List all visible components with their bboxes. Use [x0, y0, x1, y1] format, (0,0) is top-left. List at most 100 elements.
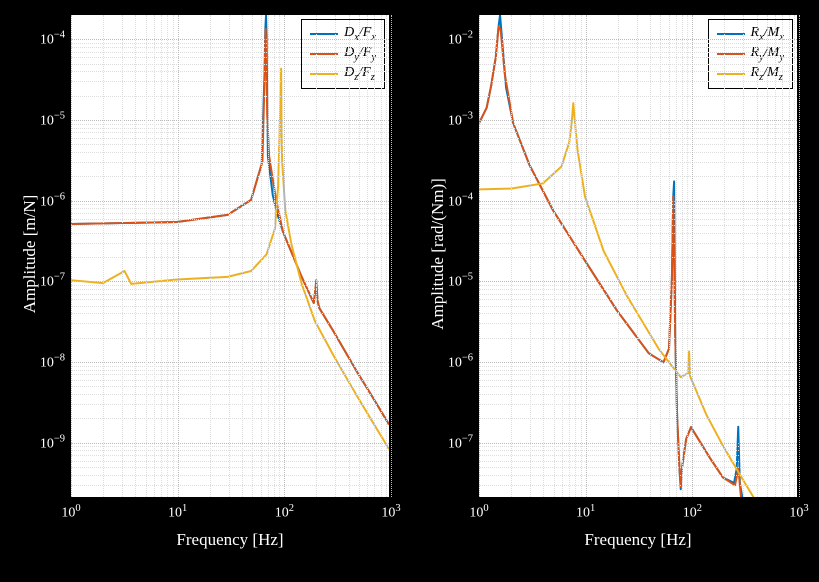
grid-line-h-minor — [479, 485, 797, 486]
grid-line-h-minor — [479, 128, 797, 129]
grid-line-v-minor — [229, 15, 230, 497]
grid-line-h-minor — [71, 299, 389, 300]
grid-line-h-minor — [479, 204, 797, 205]
grid-line-v-minor — [268, 15, 269, 497]
ytick-label: 10−5 — [448, 272, 479, 291]
grid-line-h-minor — [479, 306, 797, 307]
grid-line-h-minor — [71, 285, 389, 286]
grid-line-h — [479, 39, 797, 40]
grid-line-h-minor — [71, 233, 389, 234]
grid-line-h-minor — [479, 455, 797, 456]
grid-line-h-minor — [479, 243, 797, 244]
grid-line-v-minor — [173, 15, 174, 497]
left-xlabel: Frequency [Hz] — [176, 530, 283, 550]
grid-line-h-minor — [71, 475, 389, 476]
grid-line-h-minor — [71, 257, 389, 258]
grid-line-h-minor — [71, 380, 389, 381]
grid-line-v — [586, 15, 587, 497]
ytick-label: 10−6 — [40, 191, 71, 210]
grid-line-v-minor — [316, 15, 317, 497]
grid-line-h-minor — [71, 162, 389, 163]
grid-line-v-minor — [367, 15, 368, 497]
grid-line-h-minor — [479, 213, 797, 214]
grid-line-h — [71, 201, 389, 202]
grid-line-h-minor — [479, 225, 797, 226]
grid-line-h-minor — [479, 257, 797, 258]
grid-line-h-minor — [71, 374, 389, 375]
grid-line-h-minor — [479, 96, 797, 97]
grid-line-h — [479, 362, 797, 363]
grid-line-v-minor — [618, 15, 619, 497]
grid-line-v — [799, 15, 800, 497]
grid-line-h — [71, 281, 389, 282]
grid-line-v — [391, 15, 392, 497]
grid-line-h-minor — [479, 294, 797, 295]
legend-swatch — [310, 53, 338, 55]
grid-line-h-minor — [479, 299, 797, 300]
grid-line-v-minor — [349, 15, 350, 497]
grid-line-v-minor — [261, 15, 262, 497]
grid-line-h-minor — [71, 124, 389, 125]
grid-line-h — [71, 120, 389, 121]
grid-line-h-minor — [71, 418, 389, 419]
ytick-label: 10−6 — [448, 353, 479, 372]
grid-line-h-minor — [71, 204, 389, 205]
grid-line-v-minor — [562, 15, 563, 497]
grid-line-h-minor — [479, 219, 797, 220]
grid-line-v-minor — [386, 15, 387, 497]
grid-line-h-minor — [479, 475, 797, 476]
xtick-label: 102 — [683, 497, 702, 522]
left-ylabel: Amplitude [m/N] — [20, 195, 40, 314]
grid-line-h-minor — [71, 132, 389, 133]
grid-line-h-minor — [479, 52, 797, 53]
grid-line-h-minor — [479, 57, 797, 58]
grid-line-v-minor — [775, 15, 776, 497]
grid-line-v-minor — [789, 15, 790, 497]
grid-line-h-minor — [479, 71, 797, 72]
grid-line-h-minor — [71, 485, 389, 486]
grid-line-v-minor — [210, 15, 211, 497]
right-legend: Rx/MxRy/MyRz/Mz — [708, 19, 793, 89]
legend-row: Rx/Mx — [717, 24, 784, 44]
grid-line-v-minor — [359, 15, 360, 497]
grid-line-h-minor — [479, 446, 797, 447]
legend-swatch — [717, 33, 745, 35]
grid-line-v-minor — [575, 15, 576, 497]
grid-line-h-minor — [479, 467, 797, 468]
grid-line-v — [692, 15, 693, 497]
xtick-label: 103 — [381, 497, 400, 522]
legend-swatch — [717, 53, 745, 55]
grid-line-h-minor — [479, 152, 797, 153]
legend-swatch — [310, 33, 338, 35]
grid-line-v-minor — [767, 15, 768, 497]
grid-line-h-minor — [479, 208, 797, 209]
grid-line-v — [479, 15, 480, 497]
grid-line-h-minor — [71, 394, 389, 395]
grid-line-h-minor — [71, 323, 389, 324]
grid-line-h — [479, 281, 797, 282]
grid-line-h-minor — [71, 225, 389, 226]
grid-line-h-minor — [479, 404, 797, 405]
grid-line-v-minor — [682, 15, 683, 497]
grid-line-v-minor — [530, 15, 531, 497]
grid-line-v-minor — [154, 15, 155, 497]
grid-line-h-minor — [71, 306, 389, 307]
xtick-label: 102 — [275, 497, 294, 522]
grid-line-v-minor — [122, 15, 123, 497]
grid-line-v-minor — [381, 15, 382, 497]
xtick-label: 101 — [576, 497, 595, 522]
grid-line-v-minor — [782, 15, 783, 497]
grid-line-h-minor — [71, 294, 389, 295]
grid-line-v-minor — [511, 15, 512, 497]
grid-line-h-minor — [71, 144, 389, 145]
grid-line-h-minor — [479, 386, 797, 387]
grid-line-h-minor — [71, 370, 389, 371]
grid-line-v-minor — [660, 15, 661, 497]
series-Ry/My — [479, 26, 797, 497]
ytick-label: 10−3 — [448, 111, 479, 130]
series-Dz/Fz — [71, 69, 389, 449]
grid-line-v-minor — [252, 15, 253, 497]
grid-line-h — [479, 201, 797, 202]
grid-line-h-minor — [479, 144, 797, 145]
grid-line-h-minor — [479, 313, 797, 314]
